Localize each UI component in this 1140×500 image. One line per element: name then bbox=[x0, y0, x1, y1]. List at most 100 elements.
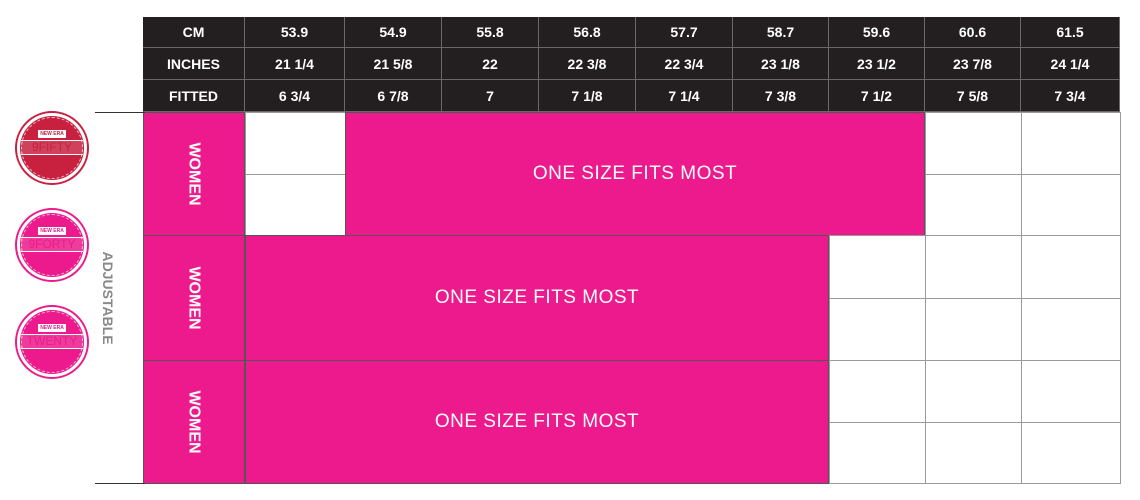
header-value: 56.8 bbox=[573, 24, 601, 40]
header-value-cell: 23 7/8 bbox=[925, 48, 1021, 80]
header-value: 7 bbox=[486, 87, 494, 104]
header-value-cell: 22 3/8 bbox=[539, 48, 636, 80]
header-value-cell: 7 3/4 bbox=[1021, 80, 1120, 112]
row-label: WOMEN bbox=[143, 112, 245, 236]
header-value: 23 7/8 bbox=[953, 55, 992, 72]
header-value: 23 1/8 bbox=[761, 55, 800, 72]
grid-cell bbox=[925, 422, 1022, 484]
header-value: 21 1/4 bbox=[275, 55, 314, 72]
header-value: 55.8 bbox=[476, 24, 504, 40]
header-value-cell: 55.8 bbox=[442, 17, 539, 48]
header-value: 53.9 bbox=[280, 24, 309, 40]
header-value: 7 5/8 bbox=[956, 87, 989, 104]
grid-cell bbox=[1021, 360, 1121, 423]
header-value: 7 3/4 bbox=[1054, 87, 1086, 104]
header-value: 60.6 bbox=[958, 24, 987, 40]
grid-cell bbox=[1021, 174, 1121, 236]
header-value: 7 1/2 bbox=[860, 87, 893, 104]
header-value: 6 7/8 bbox=[377, 87, 409, 104]
grid-cell bbox=[829, 298, 926, 361]
header-value-cell: 7 bbox=[442, 80, 539, 112]
fit-text: ONE SIZE FITS MOST bbox=[434, 411, 640, 432]
header-value: 22 3/4 bbox=[664, 55, 704, 72]
grid-cell bbox=[925, 174, 1022, 236]
row-label-text: WOMEN bbox=[185, 142, 203, 206]
fit-range-bar: ONE SIZE FITS MOST bbox=[245, 360, 829, 484]
badge-tiny: SMALL-MEDIUM bbox=[38, 162, 66, 167]
header-value-cell: 21 1/4 bbox=[245, 48, 345, 80]
header-label-cell: FITTED bbox=[143, 80, 245, 112]
grid-cell bbox=[1021, 422, 1121, 484]
divider bbox=[95, 112, 145, 113]
cap-badge: NEW ERA TWENTY WOMEN ADJUSTABLE bbox=[17, 307, 87, 377]
grid-cell bbox=[245, 112, 346, 175]
brand-logo: NEW ERA bbox=[38, 323, 66, 332]
header-value-cell: 23 1/8 bbox=[733, 48, 829, 80]
header-value-cell: 7 1/2 bbox=[829, 80, 925, 112]
header-value: 6 3/4 bbox=[278, 87, 311, 104]
header-value-cell: 7 1/8 bbox=[539, 80, 636, 112]
header-value: 22 bbox=[482, 55, 498, 72]
badge-sub: SNAPBACK bbox=[34, 156, 69, 163]
header-value: 22 3/8 bbox=[567, 55, 607, 72]
grid-cell bbox=[925, 298, 1022, 361]
header-value-cell: 22 3/4 bbox=[636, 48, 733, 80]
row-label-text: WOMEN bbox=[185, 390, 203, 454]
header-value: 54.9 bbox=[379, 24, 407, 40]
fit-range-bar: ONE SIZE FITS MOST bbox=[345, 112, 925, 236]
fit-text: ONE SIZE FITS MOST bbox=[434, 287, 640, 308]
grid-cell bbox=[1021, 235, 1121, 299]
grid-cell bbox=[925, 360, 1022, 423]
badge-model: 9FIFTY bbox=[21, 139, 83, 155]
row-label-text: WOMEN bbox=[185, 266, 203, 330]
header-value: 7 3/8 bbox=[764, 87, 797, 104]
header-value-cell: 53.9 bbox=[245, 17, 345, 48]
header-value: 59.6 bbox=[862, 24, 891, 40]
brand-logo: NEW ERA bbox=[38, 226, 66, 235]
header-value-cell: 6 7/8 bbox=[345, 80, 442, 112]
grid-cell bbox=[1021, 298, 1121, 361]
header-value: 58.7 bbox=[766, 24, 795, 40]
header-value: 24 1/4 bbox=[1050, 55, 1090, 72]
header-value-cell: 7 5/8 bbox=[925, 80, 1021, 112]
header-label: FITTED bbox=[169, 87, 218, 104]
grid-cell bbox=[829, 360, 926, 423]
header-label-cell: CM bbox=[143, 17, 245, 48]
badge-tiny: ADJUSTABLE bbox=[40, 259, 64, 264]
header-value-cell: 6 3/4 bbox=[245, 80, 345, 112]
badge-sub: WOMEN bbox=[40, 253, 64, 260]
cap-badge: NEW ERA 9FIFTY SNAPBACK SMALL-MEDIUM bbox=[17, 113, 87, 183]
header-value-cell: 23 1/2 bbox=[829, 48, 925, 80]
header-value-cell: 24 1/4 bbox=[1021, 48, 1120, 80]
header-value-cell: 21 5/8 bbox=[345, 48, 442, 80]
header-value: 7 1/4 bbox=[668, 87, 700, 104]
header-label-cell: INCHES bbox=[143, 48, 245, 80]
badge-tiny: ADJUSTABLE bbox=[40, 356, 64, 361]
row-label: WOMEN bbox=[143, 360, 245, 484]
header-value-cell: 7 3/8 bbox=[733, 80, 829, 112]
header-value-cell: 54.9 bbox=[345, 17, 442, 48]
header-value-cell: 60.6 bbox=[925, 17, 1021, 48]
badge-model: 9FORTY bbox=[21, 236, 83, 252]
grid-cell bbox=[829, 422, 926, 484]
grid-cell bbox=[925, 112, 1022, 175]
header-value-cell: 22 bbox=[442, 48, 539, 80]
divider bbox=[95, 483, 145, 484]
grid-cell bbox=[1021, 112, 1121, 175]
brand-logo: NEW ERA bbox=[38, 129, 66, 138]
header-value-cell: 57.7 bbox=[636, 17, 733, 48]
row-label: WOMEN bbox=[143, 235, 245, 361]
adjustable-label: ADJUSTABLE bbox=[100, 251, 116, 345]
header-value-cell: 58.7 bbox=[733, 17, 829, 48]
header-value: 21 5/8 bbox=[373, 55, 413, 72]
header-label: INCHES bbox=[167, 55, 220, 72]
badge-inner: NEW ERA 9FORTY WOMEN ADJUSTABLE bbox=[21, 214, 83, 276]
header-value-cell: 7 1/4 bbox=[636, 80, 733, 112]
badge-model: TWENTY bbox=[21, 333, 83, 349]
badge-sub: WOMEN bbox=[40, 350, 64, 357]
header-value: 61.5 bbox=[1056, 24, 1084, 40]
header-value: 7 1/8 bbox=[571, 87, 603, 104]
grid-cell bbox=[925, 235, 1022, 299]
badge-inner: NEW ERA 9FIFTY SNAPBACK SMALL-MEDIUM bbox=[21, 117, 83, 179]
badge-inner: NEW ERA TWENTY WOMEN ADJUSTABLE bbox=[21, 311, 83, 373]
